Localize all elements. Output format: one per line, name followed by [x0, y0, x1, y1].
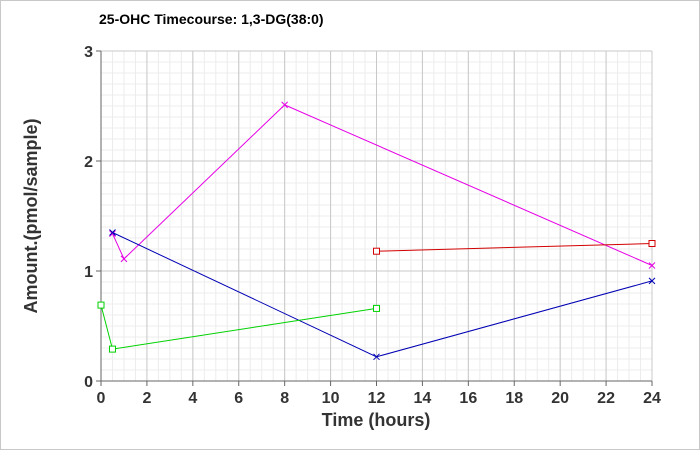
- axes: [96, 50, 653, 386]
- x-axis-label: Time (hours): [322, 410, 431, 430]
- data-point: [648, 262, 656, 269]
- data-point: [373, 304, 380, 312]
- data-point: [97, 301, 105, 309]
- x-tick-label: 16: [459, 390, 477, 407]
- y-tick-label: 2: [84, 154, 93, 171]
- data-point: [108, 345, 116, 353]
- chart-title: 25-OHC Timecourse: 1,3-DG(38:0): [99, 11, 324, 27]
- series-4: [373, 240, 656, 255]
- x-tick-label: 18: [505, 390, 523, 407]
- series-line: [112, 104, 653, 266]
- data-point: [109, 229, 116, 236]
- data-point: [120, 255, 128, 263]
- series-2: [109, 229, 656, 361]
- x-tick-label: 20: [551, 390, 569, 407]
- x-tick-label: 22: [597, 390, 615, 407]
- data-point: [648, 240, 656, 247]
- x-tick-label: 4: [188, 390, 197, 407]
- series-group: [97, 101, 656, 361]
- y-tick-label: 1: [84, 264, 93, 281]
- series-1: [109, 101, 656, 269]
- x-tick-label: 14: [414, 390, 432, 407]
- x-tick-label: 2: [142, 390, 151, 407]
- data-point: [373, 247, 380, 255]
- data-point: [373, 353, 380, 361]
- data-point: [648, 277, 656, 285]
- y-tick-label: 0: [84, 374, 93, 391]
- x-tick-label: 10: [322, 390, 340, 407]
- y-tick-label: 3: [84, 44, 93, 61]
- x-tick-label: 12: [368, 390, 386, 407]
- data-point: [109, 230, 116, 237]
- series-3: [97, 301, 380, 353]
- x-tick-label: 0: [97, 390, 106, 407]
- x-tick-label: 24: [643, 390, 661, 407]
- data-point: [281, 101, 289, 109]
- y-axis-label: Amount.(pmol/sample): [21, 118, 41, 313]
- x-tick-label: 6: [234, 390, 243, 407]
- series-line: [376, 243, 653, 252]
- x-tick-label: 8: [280, 390, 289, 407]
